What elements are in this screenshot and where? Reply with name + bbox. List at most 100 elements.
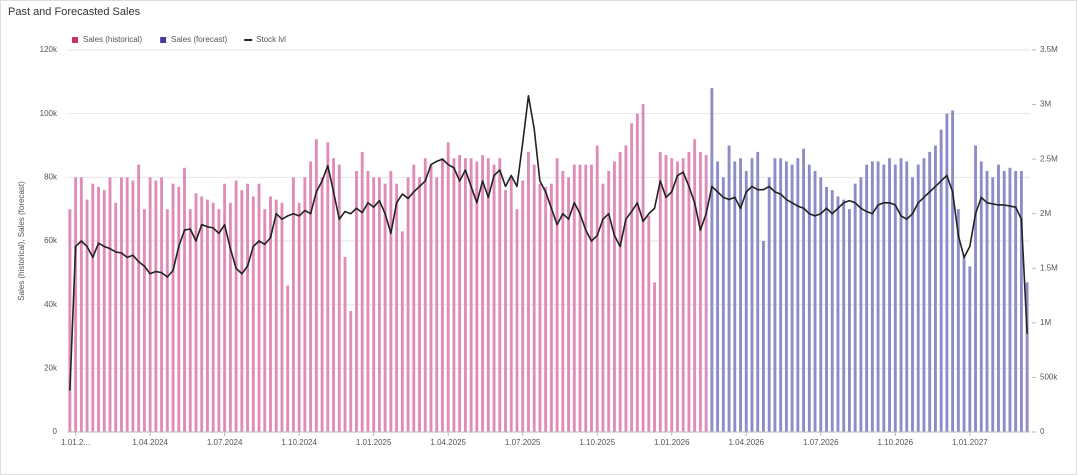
x-tick-label: 1.07.2025: [505, 438, 541, 447]
bar: [928, 151, 932, 432]
bar: [779, 158, 783, 432]
bar: [269, 196, 272, 432]
bar: [217, 209, 221, 432]
bar: [412, 164, 416, 432]
bar: [326, 142, 330, 433]
bar: [314, 139, 318, 432]
y-tick-label: 120k: [40, 45, 58, 54]
bar: [481, 155, 485, 433]
bar: [332, 158, 335, 432]
bar: [400, 231, 404, 432]
bar: [79, 177, 83, 432]
bar: [807, 164, 811, 432]
bar: [429, 164, 433, 432]
bar: [183, 167, 186, 433]
bar: [527, 151, 530, 432]
bar: [647, 215, 651, 432]
bar: [257, 183, 261, 432]
bar: [521, 180, 525, 432]
bar: [389, 170, 393, 432]
bar: [549, 183, 553, 432]
bar: [280, 202, 284, 432]
bar: [538, 183, 542, 432]
bar: [343, 256, 347, 432]
bar: [744, 170, 748, 432]
bar: [85, 199, 89, 432]
legend-label: Sales (historical): [83, 35, 142, 44]
bar: [360, 151, 364, 432]
bar: [607, 170, 611, 432]
bar: [91, 183, 95, 432]
bar: [836, 196, 840, 432]
bar: [395, 183, 399, 432]
bar: [286, 285, 290, 432]
bar: [469, 158, 473, 432]
bar: [664, 155, 668, 433]
bar: [612, 161, 616, 432]
bar: [504, 190, 507, 432]
x-tick-label: 1.04.2025: [430, 438, 466, 447]
bar: [97, 186, 100, 432]
bar: [355, 170, 358, 432]
bar: [670, 158, 674, 432]
y-tick-label: 100k: [40, 109, 58, 118]
bar: [979, 161, 983, 432]
bar: [698, 151, 702, 432]
bar: [997, 164, 1000, 432]
legend-label: Stock lvl: [256, 35, 286, 44]
bar: [859, 177, 863, 432]
y2-tick-label: 3.5M: [1040, 45, 1058, 54]
bar: [377, 177, 381, 432]
bar: [102, 190, 106, 432]
y2-tick-label: 2.5M: [1040, 154, 1058, 163]
x-tick-label: 1.04.2024: [132, 438, 168, 447]
bar: [74, 177, 78, 432]
bar: [985, 170, 989, 432]
y2-tick-label: 1.5M: [1040, 263, 1058, 272]
bar: [676, 161, 679, 432]
y2-tick-label: 3M: [1040, 100, 1051, 109]
bar: [234, 180, 238, 432]
bar: [848, 209, 851, 432]
bar: [578, 164, 582, 432]
bar: [916, 164, 920, 432]
bar: [515, 209, 519, 432]
bar: [544, 186, 548, 432]
bar: [200, 196, 204, 432]
bar: [142, 209, 146, 432]
bar: [165, 209, 169, 432]
bar: [297, 202, 301, 432]
bar: [876, 161, 880, 432]
bar: [796, 158, 800, 432]
bar: [246, 183, 249, 432]
bar: [114, 202, 118, 432]
bar: [733, 161, 737, 432]
bar: [532, 164, 536, 432]
bar: [716, 161, 720, 432]
y2-tick-label: 2M: [1040, 209, 1051, 218]
bar: [991, 177, 995, 432]
bar: [974, 145, 977, 432]
bar: [441, 158, 444, 432]
y-axis-title: Sales (historical), Sales (forecast): [17, 181, 26, 301]
bar: [790, 164, 794, 432]
bar: [784, 161, 788, 432]
bar: [383, 183, 387, 432]
bar: [320, 177, 324, 432]
bar: [762, 241, 765, 432]
bar: [905, 161, 909, 432]
bar: [206, 199, 209, 432]
x-tick-label: 1.07.2024: [207, 438, 243, 447]
bar: [1025, 282, 1029, 432]
bar: [842, 199, 846, 432]
bar: [309, 161, 313, 432]
bar: [630, 123, 634, 432]
bar: [446, 142, 450, 433]
x-tick-label: 1.01.2027: [952, 438, 988, 447]
bar: [767, 177, 771, 432]
bar: [922, 158, 926, 432]
bar: [108, 177, 112, 432]
bar: [492, 164, 496, 432]
bar: [802, 148, 806, 432]
bar: [555, 158, 559, 432]
